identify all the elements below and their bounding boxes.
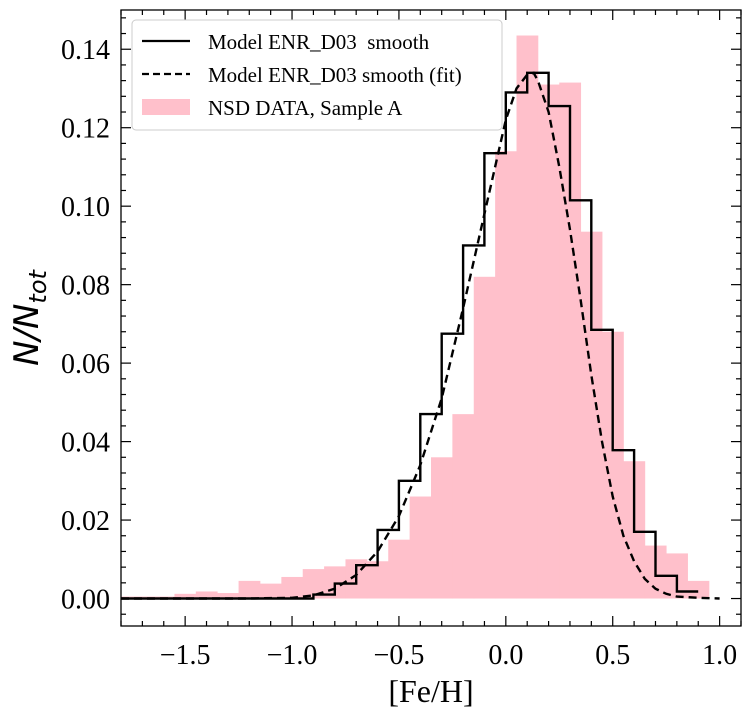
fit-curve-series (121, 71, 720, 600)
model-histogram-series (121, 71, 699, 600)
data-bar (602, 331, 624, 599)
x-tick-label: −0.5 (374, 640, 425, 671)
legend-filled-patch-swatch (142, 99, 190, 115)
x-tick-label: 0.0 (488, 640, 523, 671)
data-bar (302, 569, 325, 599)
legend-label-model: Model ENR_D03 smooth (208, 30, 430, 54)
data-bar (281, 576, 304, 599)
data-bar (238, 580, 261, 599)
data-bar (431, 457, 453, 599)
fit-dashed-line (121, 71, 720, 600)
y-tick-label: 0.00 (61, 585, 110, 616)
data-bar (366, 561, 389, 599)
legend: Model ENR_D03 smooth Model ENR_D03 smoot… (131, 19, 503, 131)
axis-tick-labels: −1.5 −1.0 −0.5 0.0 0.5 1.0 0.00 0.02 0.04 0.06 0.0… (61, 35, 737, 671)
data-histogram-bars (121, 35, 710, 599)
data-bar (217, 593, 239, 599)
x-tick-label: −1.5 (160, 640, 211, 671)
y-axis-title-base: N/N (7, 304, 47, 366)
data-bar (388, 539, 411, 599)
y-tick-label: 0.12 (61, 114, 110, 145)
data-bar (495, 151, 517, 599)
data-bar (559, 82, 582, 599)
y-axis-title: N/Ntot (7, 269, 52, 366)
data-bar (473, 276, 496, 599)
data-bar (580, 231, 603, 599)
x-tick-label: 0.5 (595, 640, 630, 671)
plot-frame (120, 9, 742, 627)
data-bar (537, 84, 560, 599)
data-bar (409, 496, 432, 599)
y-tick-label: 0.08 (61, 271, 110, 302)
y-tick-label: 0.10 (61, 192, 110, 223)
y-tick-label: 0.06 (61, 349, 110, 380)
y-tick-label: 0.04 (61, 428, 110, 459)
data-bar (174, 593, 197, 599)
data-bar (516, 35, 539, 599)
model-step-line (121, 71, 699, 600)
x-tick-label: −1.0 (267, 640, 318, 671)
data-bar (195, 591, 218, 599)
data-bar (259, 583, 282, 599)
axis-ticks (120, 10, 742, 626)
legend-box (131, 19, 503, 131)
x-axis-title: [Fe/H] (388, 673, 473, 709)
x-tick-label: 1.0 (702, 640, 737, 671)
y-tick-label: 0.14 (61, 35, 110, 66)
data-bar (452, 414, 475, 599)
legend-label-data: NSD DATA, Sample A (208, 96, 403, 120)
legend-label-fit: Model ENR_D03 smooth (fit) (208, 63, 462, 87)
y-axis-title-subscript: tot (24, 269, 52, 304)
data-bar (687, 580, 710, 599)
y-tick-label: 0.02 (61, 506, 110, 537)
